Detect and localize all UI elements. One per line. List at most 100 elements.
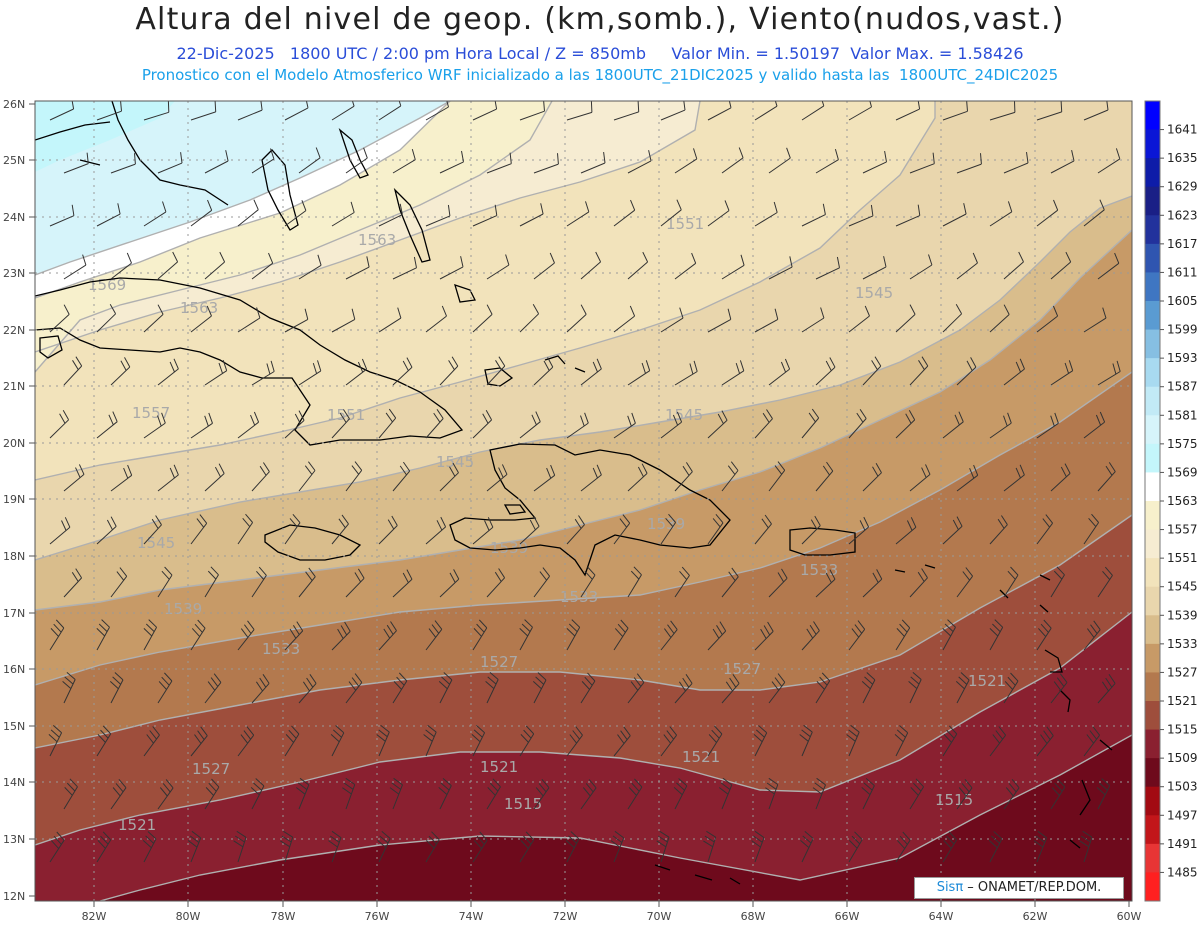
abc-islands xyxy=(654,864,741,885)
wind-barb xyxy=(674,462,693,492)
contour-label: 1539 xyxy=(164,600,202,618)
lon-label: 68W xyxy=(741,910,766,923)
wind-barb xyxy=(989,515,1008,545)
wind-barb xyxy=(425,204,451,227)
wind-barb xyxy=(768,256,793,280)
wind-barb xyxy=(486,464,508,492)
wind-barb xyxy=(533,357,554,386)
wind-barb xyxy=(801,621,820,651)
colorbar-swatch xyxy=(1145,215,1160,245)
wind-barb xyxy=(533,153,559,174)
colorbar-level-label: 1569 xyxy=(1167,465,1198,479)
wind-barb xyxy=(519,203,544,227)
colorbar-level-label: 1563 xyxy=(1167,494,1198,508)
wind-barb xyxy=(376,724,390,757)
wind-barb xyxy=(768,461,786,492)
lon-label: 80W xyxy=(176,910,201,923)
wind-barb xyxy=(721,360,745,386)
wind-barb xyxy=(566,726,583,757)
map-frame xyxy=(34,100,1133,902)
wind-barb xyxy=(204,673,222,704)
colorbar-swatch xyxy=(1145,301,1160,331)
wind-barb xyxy=(1050,673,1068,704)
wind-barb xyxy=(768,147,791,174)
colorbar-level-label: 1617 xyxy=(1167,237,1198,251)
wind-barb xyxy=(1036,514,1053,545)
wind-barb xyxy=(989,201,1013,227)
wind-barb xyxy=(519,619,533,651)
contour-1563 xyxy=(35,101,451,299)
wind-barb xyxy=(298,567,316,598)
caicos-islands xyxy=(544,355,586,373)
wind-barb xyxy=(627,150,652,174)
wind-barb xyxy=(190,199,213,227)
wind-barb xyxy=(284,621,304,651)
wind-barb xyxy=(768,673,786,704)
wind-barb xyxy=(96,303,117,333)
wind-barb xyxy=(110,778,127,810)
wind-barb xyxy=(989,412,1012,439)
contour-label: 1545 xyxy=(436,453,474,471)
wind-barb xyxy=(1003,778,1020,810)
wind-barb xyxy=(280,830,294,863)
wind-barb xyxy=(799,724,813,757)
wind-barb xyxy=(566,619,581,651)
wind-barb xyxy=(942,831,958,863)
cuba-island xyxy=(35,277,464,446)
wind-barb xyxy=(157,152,183,174)
wind-barb xyxy=(378,101,402,121)
wind-barb xyxy=(627,463,648,492)
wind-barb xyxy=(673,778,688,810)
wind-barb xyxy=(613,726,631,757)
virgin-islands xyxy=(894,564,936,573)
wind-barb xyxy=(815,672,831,704)
wind-barb xyxy=(580,251,602,280)
wind-barb xyxy=(204,778,220,810)
wind-barb xyxy=(1036,199,1059,227)
bahamas-long-island xyxy=(393,187,431,263)
wind-barb xyxy=(342,777,356,810)
bahamas-inagua xyxy=(484,367,514,387)
wind-barb xyxy=(295,777,310,810)
wind-barb xyxy=(989,101,1016,121)
florida-keys xyxy=(35,121,111,166)
wind-barb xyxy=(157,779,174,810)
wind-barb xyxy=(486,778,501,810)
colorbar-swatch xyxy=(1145,815,1160,845)
geopotential-shading xyxy=(35,101,1132,901)
wind-barb xyxy=(1097,566,1113,598)
colorbar-level-label: 1587 xyxy=(1167,380,1198,394)
wind-barb xyxy=(392,672,408,704)
wind-barb xyxy=(331,101,355,121)
wind-barb xyxy=(425,305,447,333)
wind-barb xyxy=(674,566,690,598)
hispaniola xyxy=(449,443,731,577)
wind-barb xyxy=(63,464,85,492)
contour-label: 1521 xyxy=(480,758,518,776)
wind-barb xyxy=(110,357,131,386)
wind-barb xyxy=(1097,148,1121,174)
lat-label: 21N xyxy=(3,380,25,393)
wind-barb xyxy=(1036,619,1052,651)
colorbar-swatch xyxy=(1145,129,1160,159)
contour-1551 xyxy=(35,101,701,353)
wind-barb xyxy=(627,778,643,810)
wind-barb xyxy=(143,619,158,651)
wind-barb xyxy=(251,674,270,704)
contour-1533 xyxy=(35,229,1132,611)
wind-barb xyxy=(580,358,602,386)
wind-barb xyxy=(956,252,978,280)
lat-label: 23N xyxy=(3,267,25,280)
wind-barb xyxy=(1083,513,1100,545)
colorbar-swatch xyxy=(1145,529,1160,559)
wind-barb xyxy=(956,464,979,492)
wind-barb xyxy=(377,831,391,863)
wind-barb xyxy=(237,411,260,439)
wind-barb xyxy=(204,566,219,598)
wind-barb xyxy=(909,778,925,810)
wind-barb xyxy=(895,101,921,121)
lon-label: 70W xyxy=(647,910,672,923)
wind-barb xyxy=(439,356,459,386)
wind-barb xyxy=(96,101,122,121)
latitude-labels: 26N 25N 24N 23N 22N 21N 20N 19N 18N 17N … xyxy=(3,98,25,903)
